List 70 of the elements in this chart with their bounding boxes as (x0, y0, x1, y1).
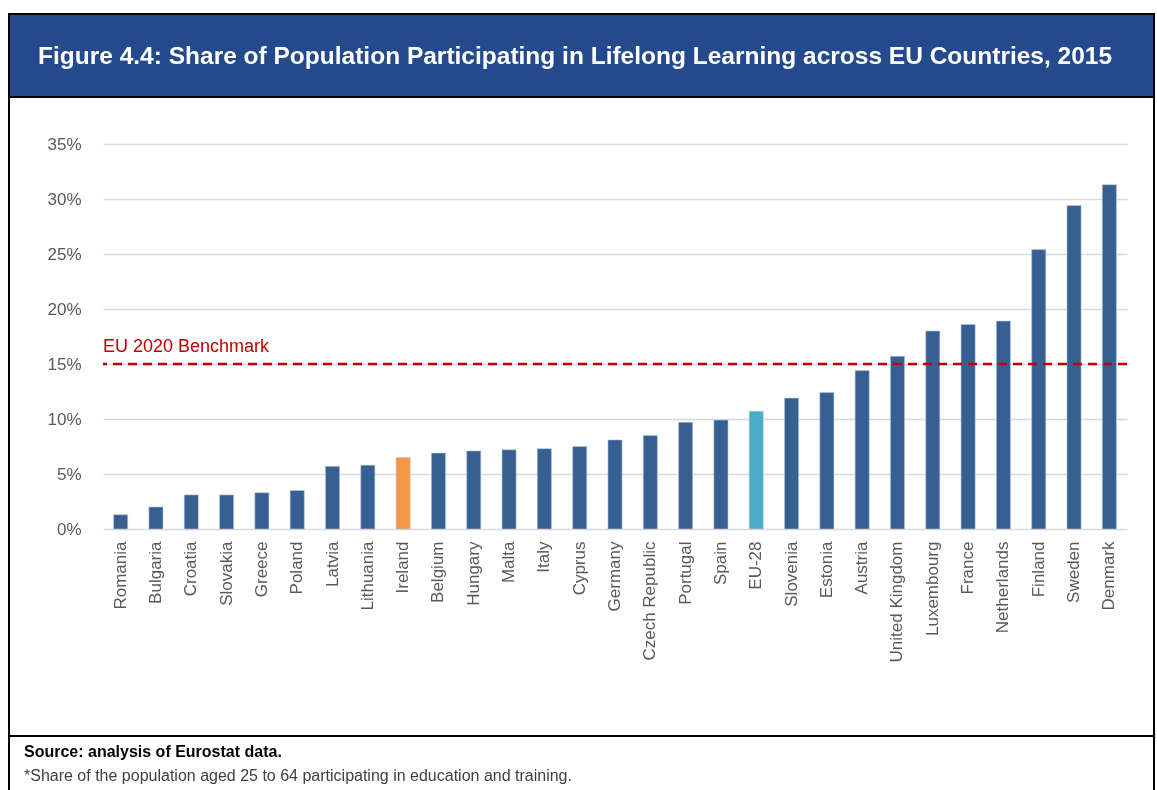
bar (1101, 184, 1117, 530)
x-tick-label: Cyprus (569, 541, 589, 596)
bar (395, 457, 411, 530)
x-tick-label: Lithuania (357, 540, 377, 611)
x-tick-label: Denmark (1099, 541, 1119, 611)
x-tick-label: Finland (1028, 541, 1048, 598)
y-tick-label: 0% (56, 519, 82, 539)
x-tick-label: Netherlands (993, 541, 1013, 634)
bar (254, 492, 270, 530)
y-tick-label: 5% (56, 464, 82, 484)
x-tick-label: Croatia (181, 540, 201, 597)
bar (960, 324, 976, 530)
x-tick-label: Sweden (1064, 541, 1084, 603)
y-tick-label: 30% (47, 189, 82, 209)
bar (501, 449, 517, 530)
y-tick-label: 25% (47, 244, 82, 264)
text: *Share of the population aged 25 to 64 participating in education and training. (24, 766, 573, 786)
bar (466, 450, 482, 530)
bar (713, 419, 729, 530)
bar (289, 490, 305, 530)
bar (784, 397, 799, 530)
bar (572, 446, 588, 530)
x-tick-label: Austria (852, 540, 872, 595)
x-tick-label: Ireland (393, 541, 413, 594)
bar (325, 466, 340, 530)
x-tick-label: Hungary (463, 541, 483, 606)
x-tick-label: Portugal (675, 541, 695, 605)
x-tick-label: Poland (287, 541, 307, 595)
bar (925, 330, 941, 530)
x-tick-label: Czech Republic (640, 541, 660, 661)
bar (678, 422, 693, 530)
bar (1066, 205, 1082, 530)
bar (819, 392, 835, 530)
bar (183, 494, 199, 530)
x-tick-label: Belgium (428, 541, 448, 603)
y-tick-label: 20% (47, 299, 82, 319)
bar (537, 448, 552, 530)
x-tick-label: Estonia (816, 540, 836, 599)
x-tick-label: Spain (710, 541, 730, 585)
x-tick-label: Slovenia (781, 540, 801, 607)
x-tick-label: Greece (251, 541, 271, 598)
bar (890, 356, 905, 530)
x-tick-label: United Kingdom (887, 541, 907, 663)
bar (642, 435, 658, 530)
bar (996, 320, 1011, 530)
bar (219, 494, 234, 530)
bar (148, 506, 164, 530)
x-tick-label: Germany (605, 541, 624, 612)
x-tick-label: Latvia (322, 540, 342, 587)
bar (607, 439, 623, 530)
x-tick-label: Slovakia (216, 540, 236, 606)
chart-title: Figure 4.4: Share of Population Participating in Lifelong Learning across EU Countries, 2015 (10, 13, 1153, 98)
ref-line-label: EU 2020 Benchmark (103, 336, 271, 356)
x-tick-label: Luxembourg (922, 541, 942, 637)
bar (748, 411, 764, 530)
x-tick-label: Malta (499, 540, 519, 584)
bar (1031, 249, 1047, 530)
x-tick-label: France (958, 541, 978, 595)
bar (113, 514, 129, 530)
x-tick-label: Romania (110, 540, 130, 610)
y-tick-label: 10% (47, 409, 82, 429)
bar (431, 452, 446, 530)
x-tick-label: EU-28 (746, 541, 766, 590)
bar (854, 370, 870, 530)
x-tick-label: Italy (534, 541, 554, 573)
bar (360, 464, 376, 530)
x-tick-label: Bulgaria (145, 540, 165, 604)
y-tick-label: 15% (47, 354, 82, 374)
source-note: Source: analysis of Eurostat data. (24, 742, 283, 762)
y-tick-label: 35% (47, 134, 82, 154)
